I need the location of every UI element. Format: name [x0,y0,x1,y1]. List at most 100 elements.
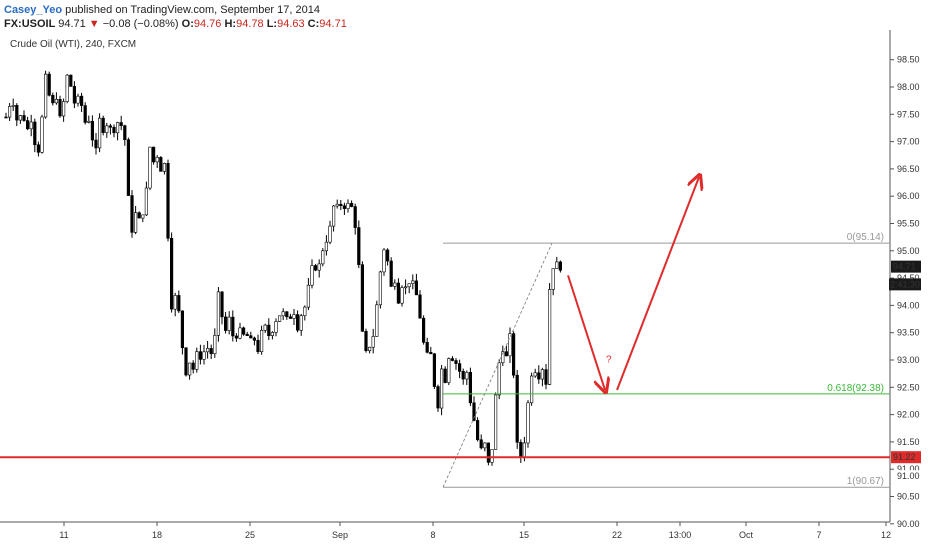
symbol-label[interactable]: FX:USOIL [4,18,56,30]
y-tick-label: 91.00 [897,464,920,474]
candle-body [461,371,465,380]
close-value: 94.71 [319,18,347,30]
candle-body [94,139,98,149]
candle-body [126,139,130,196]
drawings: 0(95.14) 0.618(92.38) 1(90.67)? [0,177,890,488]
candle-body [134,212,138,233]
candle-body [249,335,253,339]
candle-body [36,144,40,153]
candle-body [493,394,498,450]
candle-body [130,195,134,233]
candle-body [198,351,203,360]
published-text: published on TradingView.com, September … [65,4,320,16]
candle-body [457,363,462,372]
candle-body [436,386,440,409]
candle-body [375,304,379,337]
candle-body [213,335,217,355]
candle-body [515,374,519,443]
x-tick-label: 13:00 [669,530,692,540]
y-tick-label: 95.00 [897,246,920,256]
candle-body [87,120,91,123]
candle-body [80,95,84,106]
candle-body [450,358,455,361]
author-link[interactable]: Casey_Yeo [4,4,63,16]
candle-body [18,115,23,121]
quote-line: FX:USOIL 94.71 ▼ −0.08 (−0.08%) O:94.76 … [4,18,347,30]
high-label: H: [224,18,237,30]
support-badge: 91.22 [893,452,916,462]
projected-down-arrow [567,275,605,390]
axis-label-bg [891,470,921,482]
candle-body [540,369,544,380]
candle-body [33,121,37,146]
candle-body [220,291,224,318]
fib-level-label: 0(95.14) [847,232,884,243]
candle-body [245,333,249,337]
candle-body [486,442,491,463]
candle-body [177,295,181,312]
candle-body [454,360,458,364]
candle-body [465,372,469,380]
candle-body [231,316,235,337]
open-label: O: [181,18,194,30]
candle-body [295,314,300,331]
candle-body [490,449,494,463]
last-price: 94.71 [58,18,86,30]
open-value: 94.76 [193,18,222,30]
candle-body [76,95,80,104]
candle-body [15,105,19,121]
candle-body [558,261,562,271]
chart-title: Crude Oil (WTI), 240, FXCM [10,39,136,50]
candle-body [267,324,271,336]
candle-body [224,316,228,331]
chart-background [0,30,932,550]
low-value: 94.63 [277,18,305,30]
x-tick-label: Sep [332,530,348,540]
y-tick-label: 94.00 [897,300,920,310]
candle-body [364,331,368,352]
candle-body [22,115,26,121]
candle-body [393,282,397,287]
high-value: 94.78 [236,18,264,30]
change-arrow-icon: ▼ [88,18,100,30]
plot-area [4,70,562,466]
y-tick-label: 96.00 [897,191,920,201]
candle-body [47,73,51,96]
candle-body [349,203,354,207]
candle-body [29,121,33,130]
candle-body [159,157,163,172]
candle-body [519,441,523,458]
candle-body [144,187,149,216]
candle-body [83,105,87,123]
y-tick-label: 98.50 [897,55,920,65]
price-axis[interactable]: 90.00 90.50 91.00 91.50 92.00 92.50 93.00 93.50… [889,55,921,529]
time-axis[interactable]: 11 18 25 Sep 8 15 22 13:00 Oct 7 12 [59,522,891,540]
projected-up-arrow [616,177,699,391]
candle-body [98,117,102,149]
candle-body [270,332,275,336]
candle-body [259,330,264,353]
candle-body [414,280,419,296]
candle-body [123,125,127,141]
candle-body [188,362,192,376]
candle-body [274,321,278,333]
last-price-badge: 94.71 [893,262,916,272]
y-tick-label: 97.50 [897,109,920,119]
candle-body [170,237,174,310]
candle-body [360,264,365,332]
candle-body [468,372,473,404]
candle-body [184,347,188,376]
candle-body [447,358,451,383]
candle-body [58,99,62,117]
candle-body [54,99,58,104]
candle-body [313,265,318,271]
candle-body [479,439,483,449]
candle-body [152,146,156,163]
candle-body [51,94,55,104]
last-price-badge-bg [891,260,921,273]
price-chart[interactable]: Crude Oil (WTI), 240, FXCM 90.00 90.50 91.… [0,30,932,550]
candle-body [69,74,73,87]
candle-body [209,348,213,355]
candle-body [367,346,372,352]
y-tick-label: 92.00 [897,410,920,420]
